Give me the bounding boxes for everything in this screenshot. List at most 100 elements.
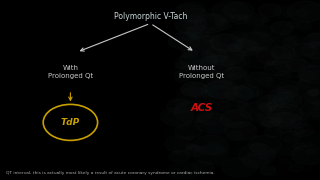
Circle shape [266, 102, 277, 109]
Circle shape [304, 33, 320, 49]
Circle shape [238, 144, 276, 165]
Circle shape [249, 105, 286, 126]
Circle shape [300, 70, 320, 92]
Text: ACS: ACS [190, 103, 213, 113]
Circle shape [234, 32, 268, 51]
Circle shape [309, 108, 320, 117]
Circle shape [227, 131, 243, 140]
Circle shape [283, 61, 292, 66]
Circle shape [204, 89, 218, 97]
Circle shape [268, 104, 303, 123]
Circle shape [230, 39, 260, 56]
Circle shape [213, 92, 247, 112]
Circle shape [307, 149, 316, 154]
Circle shape [174, 70, 193, 81]
Circle shape [276, 81, 300, 94]
Circle shape [245, 72, 272, 87]
Circle shape [224, 122, 258, 141]
Circle shape [185, 146, 204, 156]
Circle shape [260, 166, 276, 175]
Circle shape [224, 68, 245, 80]
Circle shape [296, 86, 320, 100]
Circle shape [169, 150, 190, 162]
Circle shape [199, 107, 210, 113]
Text: QT interval, this is actually most likely a result of acute coronary syndrome or: QT interval, this is actually most likel… [6, 171, 215, 175]
Circle shape [281, 51, 296, 59]
Circle shape [220, 102, 230, 108]
Circle shape [246, 72, 269, 85]
Circle shape [296, 22, 313, 31]
Circle shape [299, 65, 320, 84]
Circle shape [194, 145, 228, 165]
Text: TdP: TdP [61, 118, 80, 127]
Circle shape [268, 97, 297, 114]
Circle shape [180, 15, 206, 30]
Circle shape [186, 60, 205, 70]
Circle shape [236, 16, 263, 32]
Circle shape [308, 32, 320, 44]
Circle shape [268, 92, 295, 107]
Circle shape [274, 55, 305, 72]
Circle shape [274, 5, 297, 18]
Circle shape [288, 36, 304, 45]
Circle shape [208, 124, 228, 135]
Circle shape [241, 47, 277, 68]
Circle shape [292, 145, 320, 165]
Circle shape [259, 77, 276, 86]
Circle shape [186, 144, 194, 148]
Circle shape [198, 112, 221, 125]
Circle shape [232, 15, 248, 24]
Circle shape [174, 101, 212, 123]
Circle shape [210, 34, 241, 51]
Circle shape [206, 44, 244, 66]
Circle shape [217, 21, 232, 30]
Circle shape [312, 102, 320, 107]
Circle shape [175, 55, 203, 71]
Circle shape [183, 21, 196, 28]
Circle shape [261, 121, 274, 128]
Circle shape [295, 112, 309, 120]
Circle shape [259, 103, 275, 112]
Circle shape [178, 122, 190, 129]
Circle shape [234, 85, 259, 98]
Circle shape [264, 61, 290, 76]
Circle shape [298, 71, 316, 81]
Circle shape [198, 40, 228, 58]
Circle shape [231, 31, 247, 41]
Circle shape [182, 27, 220, 48]
Circle shape [273, 112, 302, 129]
Circle shape [204, 143, 224, 154]
Circle shape [168, 162, 199, 180]
Circle shape [220, 110, 252, 128]
Circle shape [286, 89, 313, 104]
Circle shape [273, 34, 299, 49]
Circle shape [203, 55, 234, 73]
Circle shape [214, 19, 224, 25]
Circle shape [201, 107, 218, 116]
Circle shape [280, 131, 300, 142]
Circle shape [243, 153, 269, 168]
Circle shape [178, 27, 202, 41]
Circle shape [283, 10, 293, 17]
Circle shape [251, 143, 267, 152]
Circle shape [289, 117, 308, 128]
Circle shape [284, 117, 305, 129]
Circle shape [290, 164, 303, 172]
Text: Polymorphic V-Tach: Polymorphic V-Tach [114, 12, 187, 21]
Circle shape [310, 52, 320, 63]
Circle shape [181, 82, 207, 97]
Circle shape [227, 102, 253, 117]
Circle shape [194, 20, 202, 24]
Circle shape [256, 156, 291, 176]
Circle shape [307, 90, 319, 96]
Circle shape [174, 99, 188, 107]
Circle shape [211, 34, 243, 53]
Circle shape [284, 137, 292, 142]
Circle shape [240, 102, 272, 120]
Circle shape [276, 125, 291, 132]
Circle shape [304, 89, 320, 104]
Circle shape [293, 130, 320, 146]
Circle shape [301, 42, 320, 59]
Circle shape [173, 151, 180, 155]
Circle shape [181, 50, 218, 71]
